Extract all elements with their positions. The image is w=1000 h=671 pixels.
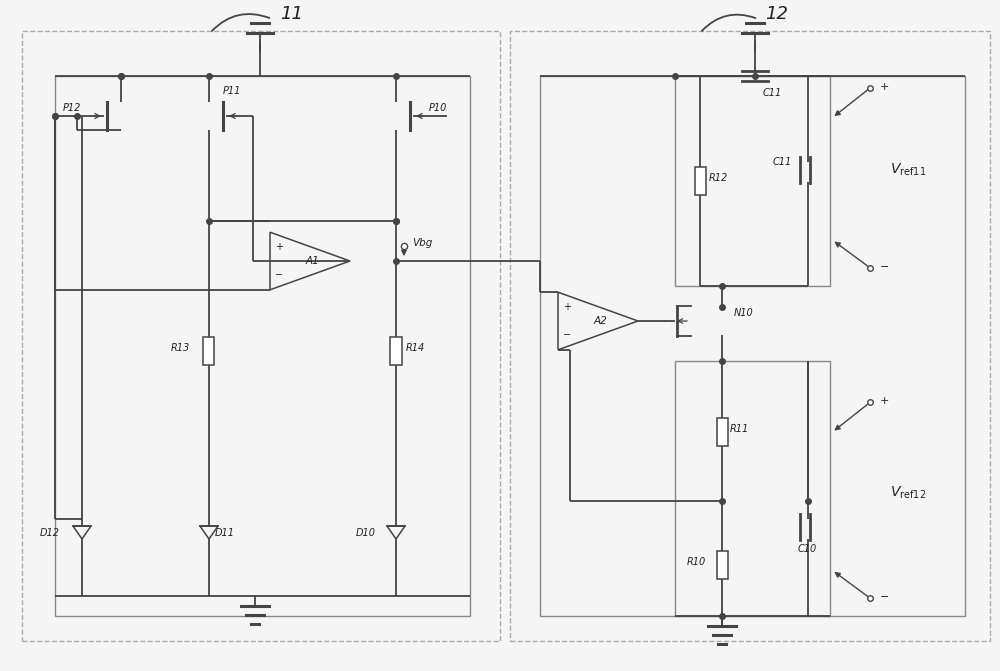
Text: $\mathit{V}_{\rm ref12}$: $\mathit{V}_{\rm ref12}$ xyxy=(890,484,926,501)
Bar xyxy=(694,167,706,195)
Text: 12: 12 xyxy=(765,5,788,23)
Text: −: − xyxy=(880,262,889,272)
Text: R12: R12 xyxy=(709,173,728,183)
Text: +: + xyxy=(880,82,889,92)
Text: D12: D12 xyxy=(40,528,60,538)
Text: +: + xyxy=(563,302,571,312)
Text: D10: D10 xyxy=(356,528,376,538)
Text: A2: A2 xyxy=(593,316,607,326)
Text: P10: P10 xyxy=(429,103,447,113)
Text: −: − xyxy=(563,330,571,340)
Bar xyxy=(716,419,728,446)
Bar xyxy=(675,76,830,286)
Bar xyxy=(540,76,965,616)
Text: +: + xyxy=(275,242,283,252)
Text: +: + xyxy=(880,397,889,407)
Bar xyxy=(716,551,728,579)
Text: C11: C11 xyxy=(763,88,782,98)
Text: R11: R11 xyxy=(730,424,749,434)
Bar xyxy=(510,31,990,641)
Text: R13: R13 xyxy=(171,343,190,353)
Bar xyxy=(390,337,402,365)
Bar xyxy=(55,76,470,616)
Text: P11: P11 xyxy=(223,86,241,96)
Bar xyxy=(204,337,214,365)
Bar xyxy=(675,361,830,616)
Text: C10: C10 xyxy=(798,544,817,554)
Text: $\mathit{V}_{\rm ref11}$: $\mathit{V}_{\rm ref11}$ xyxy=(890,162,926,178)
Text: 11: 11 xyxy=(280,5,303,23)
Text: Vbg: Vbg xyxy=(412,238,432,248)
Bar xyxy=(22,31,500,641)
Text: P12: P12 xyxy=(63,103,81,113)
Text: D11: D11 xyxy=(215,528,235,538)
Text: N10: N10 xyxy=(734,308,754,318)
Text: C11: C11 xyxy=(773,158,792,168)
Text: −: − xyxy=(880,592,889,602)
Text: −: − xyxy=(275,270,283,280)
Text: A1: A1 xyxy=(305,256,319,266)
Text: R10: R10 xyxy=(687,557,706,567)
Text: R14: R14 xyxy=(406,343,425,353)
